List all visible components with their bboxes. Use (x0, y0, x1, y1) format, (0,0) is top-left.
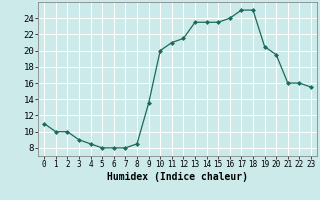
X-axis label: Humidex (Indice chaleur): Humidex (Indice chaleur) (107, 172, 248, 182)
